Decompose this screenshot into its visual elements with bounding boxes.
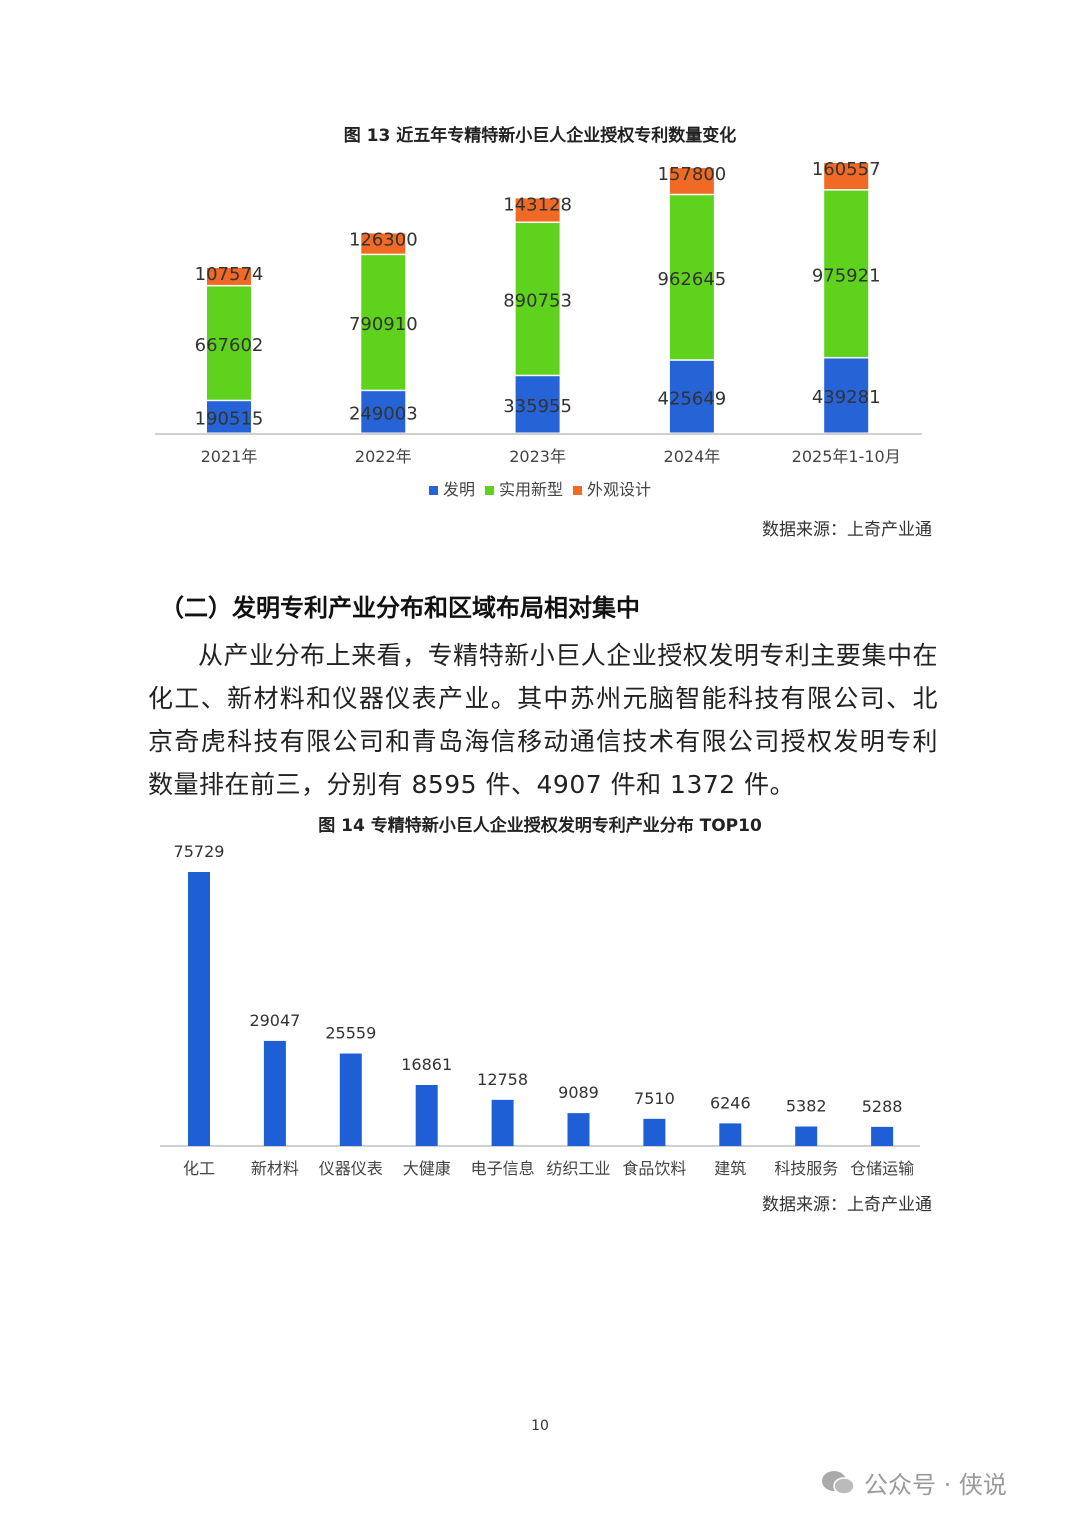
data-label: 439281	[812, 387, 881, 408]
category-label: 科技服务	[774, 1159, 838, 1178]
category-label: 2024年	[664, 447, 721, 466]
data-label: 12758	[477, 1070, 528, 1089]
bar	[567, 1113, 590, 1146]
bar-segment	[669, 168, 714, 194]
data-label: 126300	[349, 229, 418, 250]
figure13-chart: 190515 667602 107574 2021年 249003 790910 12630…	[155, 159, 922, 466]
category-label: 化工	[183, 1159, 215, 1178]
bar-segment	[361, 233, 406, 254]
data-label: 335955	[503, 396, 572, 417]
data-label: 75729	[174, 842, 225, 861]
category-label: 2022年	[355, 447, 412, 466]
watermark: 公众号 · 侠说	[820, 1465, 1007, 1500]
figure14-chart: 75729 化工 29047 新材料 25559 仪器仪表 16861 大健康 12758 电子信…	[160, 842, 920, 1178]
category-label: 大健康	[403, 1159, 451, 1178]
legend-item-design: 外观设计	[573, 476, 651, 500]
legend-swatch	[573, 486, 583, 495]
legend-label: 外观设计	[587, 480, 652, 499]
category-label: 纺织工业	[546, 1159, 610, 1178]
bar-segment	[361, 391, 406, 433]
bar	[415, 1084, 438, 1146]
data-label: 190515	[195, 409, 264, 430]
data-label: 160557	[812, 159, 881, 180]
legend-label: 实用新型	[498, 480, 564, 499]
data-label: 667602	[195, 335, 264, 356]
bar	[795, 1126, 818, 1146]
figure13-source: 数据来源：上奇产业通	[762, 520, 932, 540]
legend-item-invention: 发明	[428, 476, 475, 500]
data-label: 962645	[658, 269, 727, 290]
bar-segment	[207, 401, 251, 433]
data-label: 890753	[503, 291, 572, 312]
bar-segment	[515, 223, 560, 375]
bar	[719, 1123, 742, 1146]
data-label: 9089	[558, 1083, 599, 1102]
page-number: 10	[531, 1418, 549, 1434]
data-label: 16861	[401, 1055, 452, 1074]
figure14-source: 数据来源：上奇产业通	[762, 1195, 932, 1215]
data-label: 249003	[349, 404, 418, 425]
bar-segment	[669, 195, 714, 360]
category-label: 2025年1-10月	[792, 447, 901, 466]
bar-segment	[361, 255, 406, 390]
legend-item-utility: 实用新型	[484, 476, 564, 500]
bar-segment	[515, 376, 560, 433]
bar-segment	[207, 286, 251, 400]
legend-label: 发明	[442, 480, 475, 499]
bar-segment	[515, 198, 560, 222]
bar-segment	[207, 267, 251, 285]
data-label: 5382	[786, 1097, 827, 1116]
bar	[643, 1118, 666, 1146]
data-label: 7510	[634, 1089, 675, 1108]
data-label: 29047	[249, 1011, 300, 1030]
data-label: 425649	[658, 388, 727, 409]
figure13-title: 图 13 近五年专精特新小巨人企业授权专利数量变化	[343, 126, 737, 146]
bar-segment	[824, 163, 869, 190]
data-label: 107574	[195, 264, 264, 285]
data-label: 143128	[503, 194, 572, 215]
data-label: 790910	[349, 314, 418, 335]
section-heading: （二）发明专利产业分布和区域布局相对集中	[160, 594, 640, 622]
data-label: 25559	[325, 1024, 376, 1043]
category-label: 电子信息	[471, 1159, 535, 1178]
bar	[871, 1126, 894, 1146]
figure13-legend: 发明 实用新型 外观设计	[428, 476, 651, 500]
category-label: 新材料	[251, 1159, 299, 1178]
bar	[263, 1040, 286, 1146]
data-label: 975921	[812, 266, 881, 287]
category-label: 仪器仪表	[319, 1159, 383, 1178]
bar	[339, 1053, 362, 1146]
category-label: 食品饮料	[622, 1159, 686, 1178]
data-label: 6246	[710, 1093, 751, 1112]
category-label: 2023年	[509, 447, 566, 466]
bar-segment	[824, 190, 869, 357]
bar	[188, 872, 210, 1146]
wechat-icon	[822, 1470, 855, 1495]
bar-segment	[824, 358, 869, 433]
legend-swatch	[428, 486, 438, 495]
figure14-title: 图 14 专精特新小巨人企业授权发明专利产业分布 TOP10	[318, 816, 762, 836]
data-label: 157800	[658, 164, 727, 185]
category-label: 2021年	[201, 447, 258, 466]
category-label: 仓储运输	[850, 1159, 914, 1178]
bar-segment	[669, 360, 714, 433]
legend-swatch	[484, 486, 494, 495]
category-label: 建筑	[714, 1159, 746, 1178]
data-label: 5288	[862, 1097, 903, 1116]
watermark-text: 公众号 · 侠说	[864, 1471, 1007, 1499]
body-paragraph: 从产业分布上来看，专精特新小巨人企业授权发明专利主要集中在化工、新材料和仪器仪表…	[148, 641, 938, 799]
bar	[491, 1099, 514, 1146]
